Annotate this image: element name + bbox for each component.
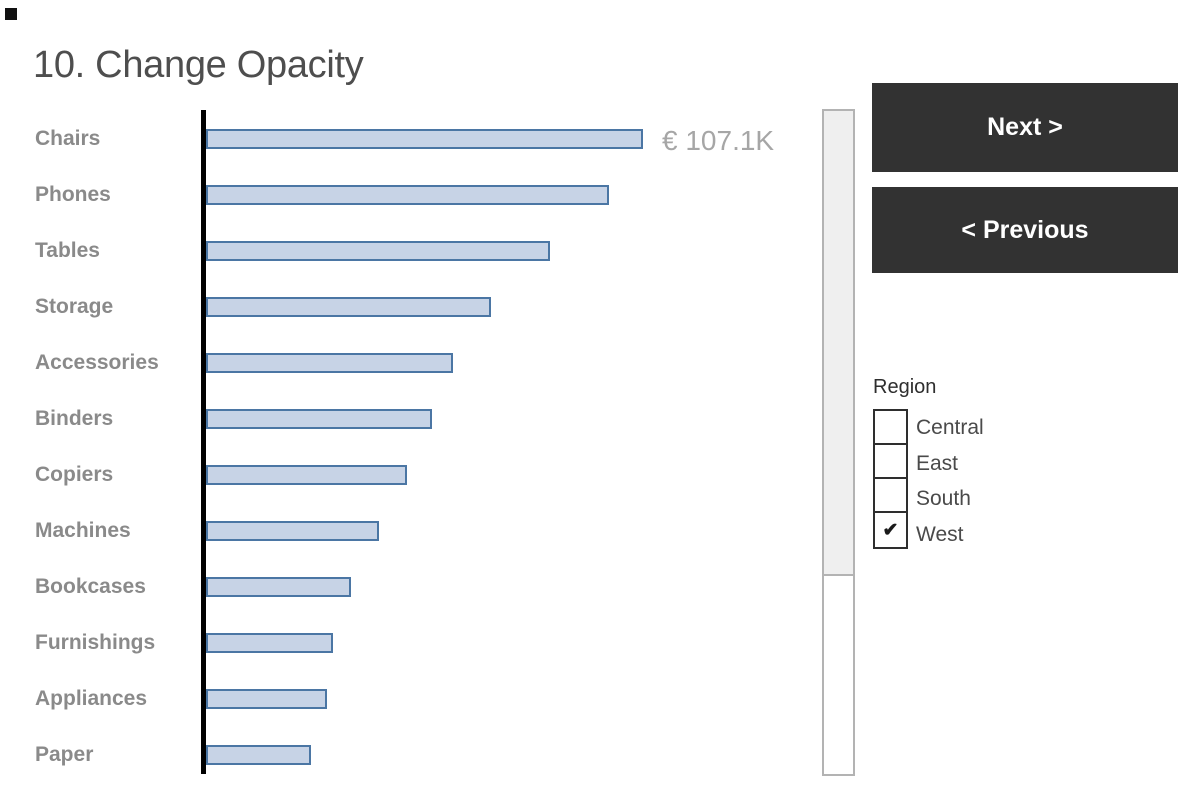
bar-binders[interactable]: [206, 409, 432, 429]
axis-line: [201, 110, 206, 774]
category-label-appliances: Appliances: [35, 687, 148, 710]
checkbox-central[interactable]: [875, 411, 906, 445]
bar-bookcases[interactable]: [206, 577, 351, 597]
next-button-label: Next >: [987, 113, 1063, 141]
category-label-binders: Binders: [35, 407, 114, 430]
previous-button[interactable]: < Previous: [872, 187, 1178, 273]
region-option-south[interactable]: South: [916, 487, 971, 510]
next-button[interactable]: Next >: [872, 83, 1178, 172]
bar-phones[interactable]: [206, 185, 609, 205]
checkbox-south[interactable]: [875, 479, 906, 513]
page-title: 10. Change Opacity: [33, 44, 364, 86]
region-option-west[interactable]: West: [916, 523, 964, 546]
category-label-tables: Tables: [35, 239, 100, 262]
bar-tables[interactable]: [206, 241, 550, 261]
category-label-paper: Paper: [35, 743, 94, 766]
scrollbar-track[interactable]: [822, 109, 855, 776]
category-label-machines: Machines: [35, 519, 131, 542]
check-icon: ✔: [882, 519, 899, 541]
category-label-furnishings: Furnishings: [35, 631, 156, 654]
category-label-phones: Phones: [35, 183, 111, 206]
bar-chairs[interactable]: [206, 129, 643, 149]
category-label-chairs: Chairs: [35, 127, 101, 150]
bar-copiers[interactable]: [206, 465, 407, 485]
region-option-east[interactable]: East: [916, 452, 959, 475]
bar-value-label: € 107.1K: [662, 125, 775, 156]
previous-button-label: < Previous: [961, 215, 1089, 244]
region-filter-title: Region: [873, 376, 937, 398]
region-option-central[interactable]: Central: [916, 416, 984, 439]
category-label-copiers: Copiers: [35, 463, 114, 486]
category-label-bookcases: Bookcases: [35, 575, 146, 598]
category-label-storage: Storage: [35, 295, 114, 318]
bar-paper[interactable]: [206, 745, 311, 765]
checkbox-west[interactable]: ✔: [875, 513, 906, 547]
scrollbar-thumb[interactable]: [824, 111, 853, 576]
bar-furnishings[interactable]: [206, 633, 333, 653]
corner-mark: [5, 8, 17, 20]
region-filter-checkbox-list: ✔: [873, 409, 908, 549]
bar-storage[interactable]: [206, 297, 491, 317]
checkbox-east[interactable]: [875, 445, 906, 479]
bar-accessories[interactable]: [206, 353, 453, 373]
bar-appliances[interactable]: [206, 689, 327, 709]
category-label-accessories: Accessories: [35, 351, 159, 374]
bar-machines[interactable]: [206, 521, 379, 541]
